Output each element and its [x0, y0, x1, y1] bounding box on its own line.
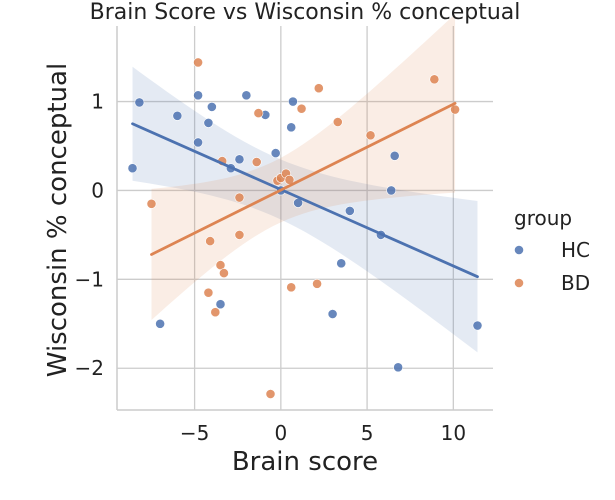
- data-point-hc: [134, 97, 145, 108]
- data-point-bd: [210, 307, 221, 318]
- data-point-hc: [327, 309, 338, 319]
- data-point-hc: [386, 185, 397, 196]
- confidence-band-layer: [132, 14, 478, 353]
- y-tick-label: −1: [75, 267, 104, 291]
- data-point-bd: [251, 157, 262, 167]
- data-point-bd: [286, 282, 297, 293]
- data-point-hc: [344, 205, 355, 216]
- data-point-hc: [193, 90, 203, 101]
- data-point-hc: [215, 299, 226, 310]
- data-point-bd: [193, 57, 203, 68]
- data-point-hc: [172, 110, 183, 121]
- data-point-bd: [265, 389, 276, 399]
- chart-title: Brain Score vs Wisconsin % conceptual: [90, 0, 521, 25]
- data-point-hc: [336, 258, 347, 269]
- confidence-band-bd: [151, 14, 456, 320]
- y-tick-label: 0: [91, 178, 104, 202]
- point-layer: [127, 57, 483, 399]
- y-axis-label: Wisconsin % conceptual: [43, 63, 73, 377]
- data-point-bd: [450, 104, 460, 115]
- data-point-hc: [203, 117, 214, 128]
- data-point-bd: [296, 103, 307, 114]
- y-tick-label: −2: [75, 356, 104, 380]
- regression-line-bd: [150, 101, 457, 256]
- tick-label-layer: −5 0 5 10 −2 −1 0 1: [75, 90, 467, 445]
- data-point-bd: [234, 229, 245, 240]
- data-point-hc: [206, 101, 217, 112]
- data-point-bd: [332, 117, 343, 127]
- legend-label-hc: HC: [561, 238, 590, 262]
- legend-title: group: [514, 206, 572, 230]
- data-point-bd: [365, 130, 376, 141]
- data-point-hc: [393, 362, 404, 373]
- data-point-hc: [234, 154, 245, 165]
- regression-line-hc: [131, 122, 479, 279]
- x-tick-label: 10: [441, 421, 466, 445]
- data-point-hc: [286, 122, 297, 133]
- data-point-bd: [146, 198, 157, 209]
- legend-label-bd: BD: [561, 271, 590, 295]
- x-tick-label: −5: [180, 421, 209, 445]
- x-axis-label: Brain score: [232, 447, 378, 477]
- grid-layer: [117, 26, 493, 410]
- data-point-hc: [288, 96, 298, 107]
- x-tick-label: 5: [361, 421, 374, 445]
- x-tick-label: 0: [274, 421, 287, 445]
- data-point-bd: [203, 287, 214, 298]
- data-point-bd: [234, 192, 245, 203]
- legend-marker-hc: [514, 245, 524, 255]
- data-point-hc: [270, 148, 281, 159]
- data-point-bd: [219, 268, 229, 279]
- data-point-hc: [155, 318, 166, 329]
- data-point-bd: [312, 278, 322, 289]
- confidence-band-hc: [132, 66, 478, 353]
- regression-line-layer: [131, 101, 479, 279]
- data-point-bd: [429, 74, 440, 85]
- y-tick-label: 1: [91, 90, 104, 114]
- legend-marker-bd: [514, 278, 524, 288]
- data-point-hc: [472, 320, 483, 331]
- data-point-hc: [193, 137, 203, 148]
- data-point-hc: [241, 90, 252, 101]
- data-point-bd: [313, 83, 324, 94]
- data-point-bd: [205, 236, 216, 247]
- legend: group HC BD: [514, 206, 590, 295]
- data-point-bd: [253, 108, 264, 119]
- data-point-hc: [127, 163, 138, 174]
- data-point-hc: [389, 150, 400, 161]
